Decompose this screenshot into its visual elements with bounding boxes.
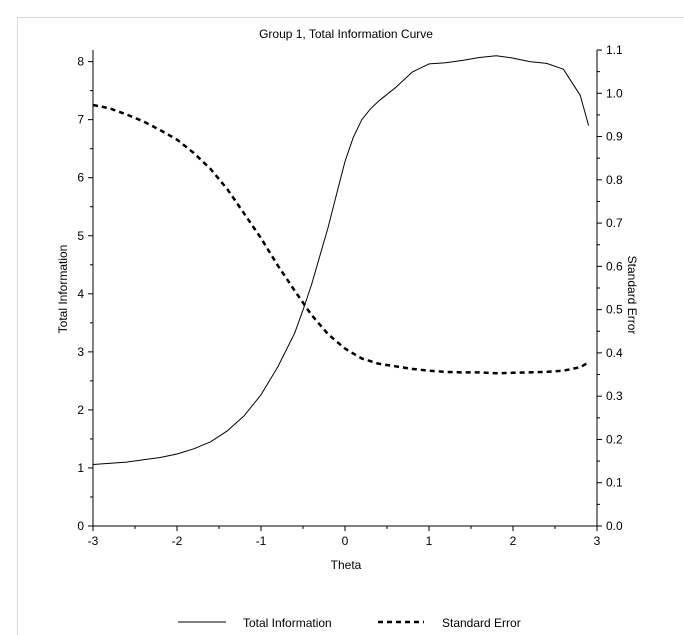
- chart-title: Group 1, Total Information Curve: [259, 27, 433, 41]
- legend-label-standard-error: Standard Error: [442, 616, 521, 630]
- y-right-tick-label: 1.1: [606, 43, 623, 57]
- y-right-tick-label: 1.0: [606, 86, 623, 100]
- x-tick-label: -2: [172, 534, 183, 548]
- x-tick-label: -1: [256, 534, 267, 548]
- x-tick-label: 1: [426, 534, 433, 548]
- x-axis-label: Theta: [331, 558, 362, 572]
- y-left-tick-label: 1: [77, 461, 84, 475]
- chart-frame: [17, 17, 684, 635]
- y-right-tick-label: 0.3: [606, 389, 623, 403]
- y-right-tick-label: 0.7: [606, 216, 623, 230]
- x-tick-label: -3: [88, 534, 99, 548]
- axes: -3 -2 -1 0 1 2 3 0 1 2 3 4 5 6 7 8 0.0 0.1 0.2 0.3 0.4 0.5 0.6…: [77, 43, 623, 548]
- y-right-tick-label: 0.0: [606, 519, 623, 533]
- series-layer: [92, 55, 590, 465]
- y-left-tick-label: 7: [77, 113, 84, 127]
- y-axis-label-left: Total Information: [56, 245, 70, 334]
- legend: Total Information Standard Error: [178, 616, 521, 630]
- x-tick-label: 0: [342, 534, 349, 548]
- y-right-tick-label: 0.1: [606, 476, 623, 490]
- y-left-tick-label: 6: [77, 171, 84, 185]
- x-tick-label: 2: [510, 534, 517, 548]
- series-line-total-information: [92, 55, 590, 465]
- y-left-tick-label: 3: [77, 345, 84, 359]
- y-left-tick-label: 4: [77, 287, 84, 301]
- y-left-tick-label: 8: [77, 55, 84, 69]
- y-right-tick-label: 0.6: [606, 259, 623, 273]
- legend-label-total-information: Total Information: [243, 616, 332, 630]
- series-line-standard-error: [92, 103, 590, 375]
- x-tick-label: 3: [594, 534, 601, 548]
- y-axis-label-right: Standard Error: [625, 256, 639, 335]
- y-right-tick-label: 0.9: [606, 130, 623, 144]
- y-left-tick-label: 0: [77, 519, 84, 533]
- y-right-tick-label: 0.2: [606, 432, 623, 446]
- y-right-tick-label: 0.5: [606, 303, 623, 317]
- y-left-tick-label: 2: [77, 403, 84, 417]
- y-right-tick-label: 0.4: [606, 346, 623, 360]
- y-right-tick-label: 0.8: [606, 173, 623, 187]
- y-left-tick-label: 5: [77, 229, 84, 243]
